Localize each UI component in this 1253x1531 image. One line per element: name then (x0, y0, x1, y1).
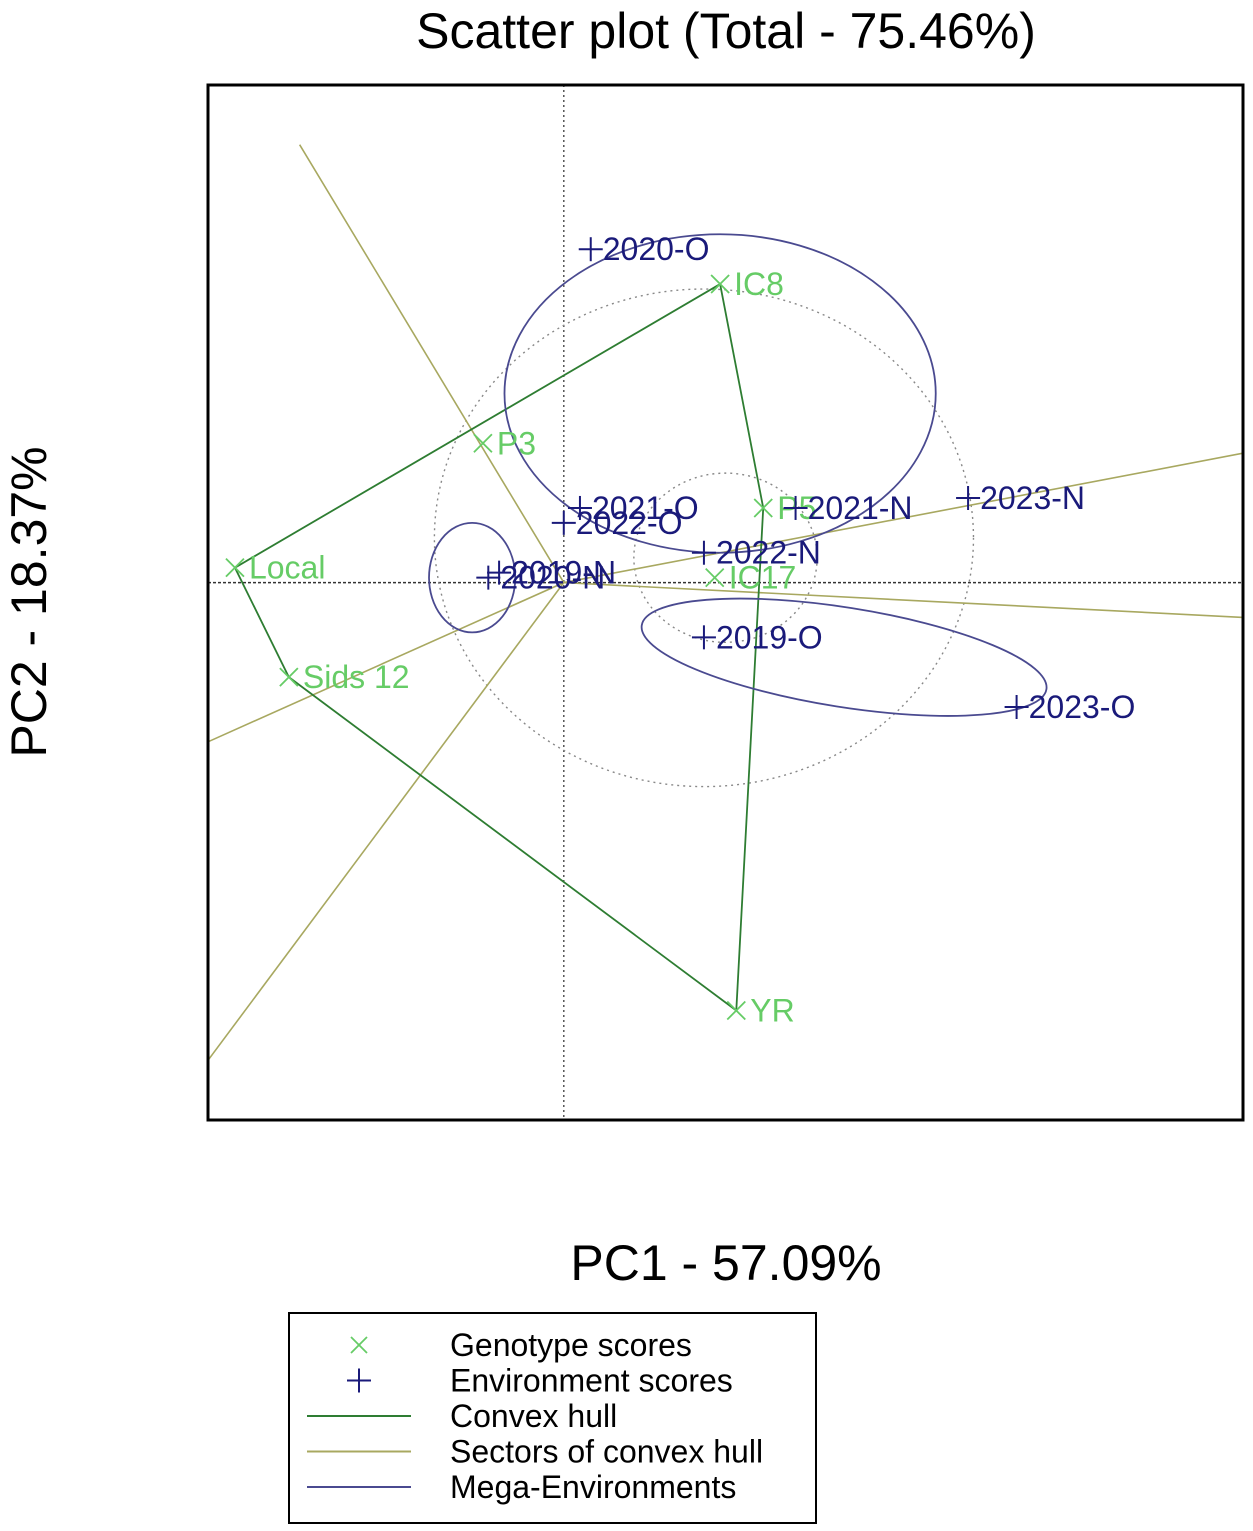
genotype-point-yr: YR (726, 993, 795, 1029)
point-label-sids-12: Sids 12 (303, 659, 410, 695)
point-label-2021-n: 2021-N (808, 490, 913, 526)
marker-x-b (279, 667, 299, 687)
mega-environment-1 (503, 233, 937, 554)
point-label-yr: YR (750, 993, 794, 1029)
mega-environment-3 (640, 597, 1048, 717)
point-label-2023-n: 2023-N (980, 480, 1085, 516)
point-label-2021-o: 2021-O (592, 490, 699, 526)
marker-x-b (753, 498, 773, 518)
environment-point-2019-n: 2019-N (487, 555, 616, 591)
environment-point-2019-o: 2019-O (691, 619, 823, 655)
reference-circle-2 (633, 472, 818, 644)
environment-point-2023-n: 2023-N (956, 480, 1085, 516)
legend-label: Sectors of convex hull (450, 1434, 763, 1470)
legend-label: Mega-Environments (450, 1469, 736, 1505)
genotype-point-ic8: IC8 (710, 266, 784, 302)
point-label-2019-o: 2019-O (716, 619, 823, 655)
environment-point-2023-o: 2023-O (1004, 689, 1136, 725)
point-label-2023-o: 2023-O (1029, 689, 1136, 725)
genotype-point-local: Local (225, 550, 326, 586)
point-label-2020-n: 2020-N (500, 560, 605, 596)
convex-hull (233, 283, 765, 1013)
x-axis-label: PC1 - 57.09% (570, 1235, 881, 1291)
sector-ray-1 (298, 144, 565, 584)
reference-circle-1 (433, 288, 975, 788)
legend-entry-5: Mega-Environments (307, 1469, 736, 1505)
environment-point-2021-n: 2021-N (783, 490, 913, 526)
chart-title: Scatter plot (Total - 75.46%) (416, 3, 1036, 59)
legend-label: Environment scores (450, 1363, 733, 1399)
genotype-point-ic17: IC17 (705, 560, 797, 596)
point-label-2022-o: 2022-O (576, 505, 683, 541)
marker-x-b (710, 274, 730, 294)
legend-entry-4: Sectors of convex hull (307, 1434, 763, 1470)
plot-frame (206, 83, 1245, 1122)
environment-point-2022-o: 2022-O (551, 505, 683, 541)
legend-label: Convex hull (450, 1398, 617, 1434)
legend-entry-3: Convex hull (307, 1398, 617, 1434)
mega-environment-2 (428, 521, 517, 634)
sector-ray-4 (208, 581, 565, 743)
environment-point-2022-n: 2022-N (691, 535, 821, 571)
point-label-2022-n: 2022-N (716, 535, 821, 571)
legend-label: Genotype scores (450, 1327, 692, 1363)
point-label-2020-o: 2020-O (603, 231, 710, 267)
point-label-local: Local (249, 550, 326, 586)
point-label-2019-n: 2019-N (511, 555, 616, 591)
marker-x-b (473, 433, 493, 453)
genotype-point-p3: P3 (473, 425, 536, 461)
sector-ray-2 (563, 452, 1243, 584)
environment-point-2021-o: 2021-O (567, 490, 699, 526)
point-label-ic17: IC17 (729, 560, 797, 596)
environment-point-2020-o: 2020-O (578, 231, 710, 267)
marker-x-b (225, 558, 245, 578)
point-label-p3: P3 (497, 425, 536, 461)
point-label-ic8: IC8 (734, 266, 784, 302)
marker-x-b (726, 1000, 746, 1021)
y-axis-label: PC2 - 18.37% (1, 446, 57, 757)
legend-entry-2: Environment scores (347, 1363, 733, 1399)
marker-x-b (705, 567, 725, 588)
environment-point-2020-n: 2020-N (476, 560, 605, 596)
sector-ray-5 (208, 582, 565, 1061)
legend-entry-1: Genotype scores (350, 1327, 692, 1363)
genotype-point-sids-12: Sids 12 (279, 659, 410, 695)
sector-ray-3 (563, 581, 1243, 619)
legend-marker-x-b (350, 1336, 368, 1354)
